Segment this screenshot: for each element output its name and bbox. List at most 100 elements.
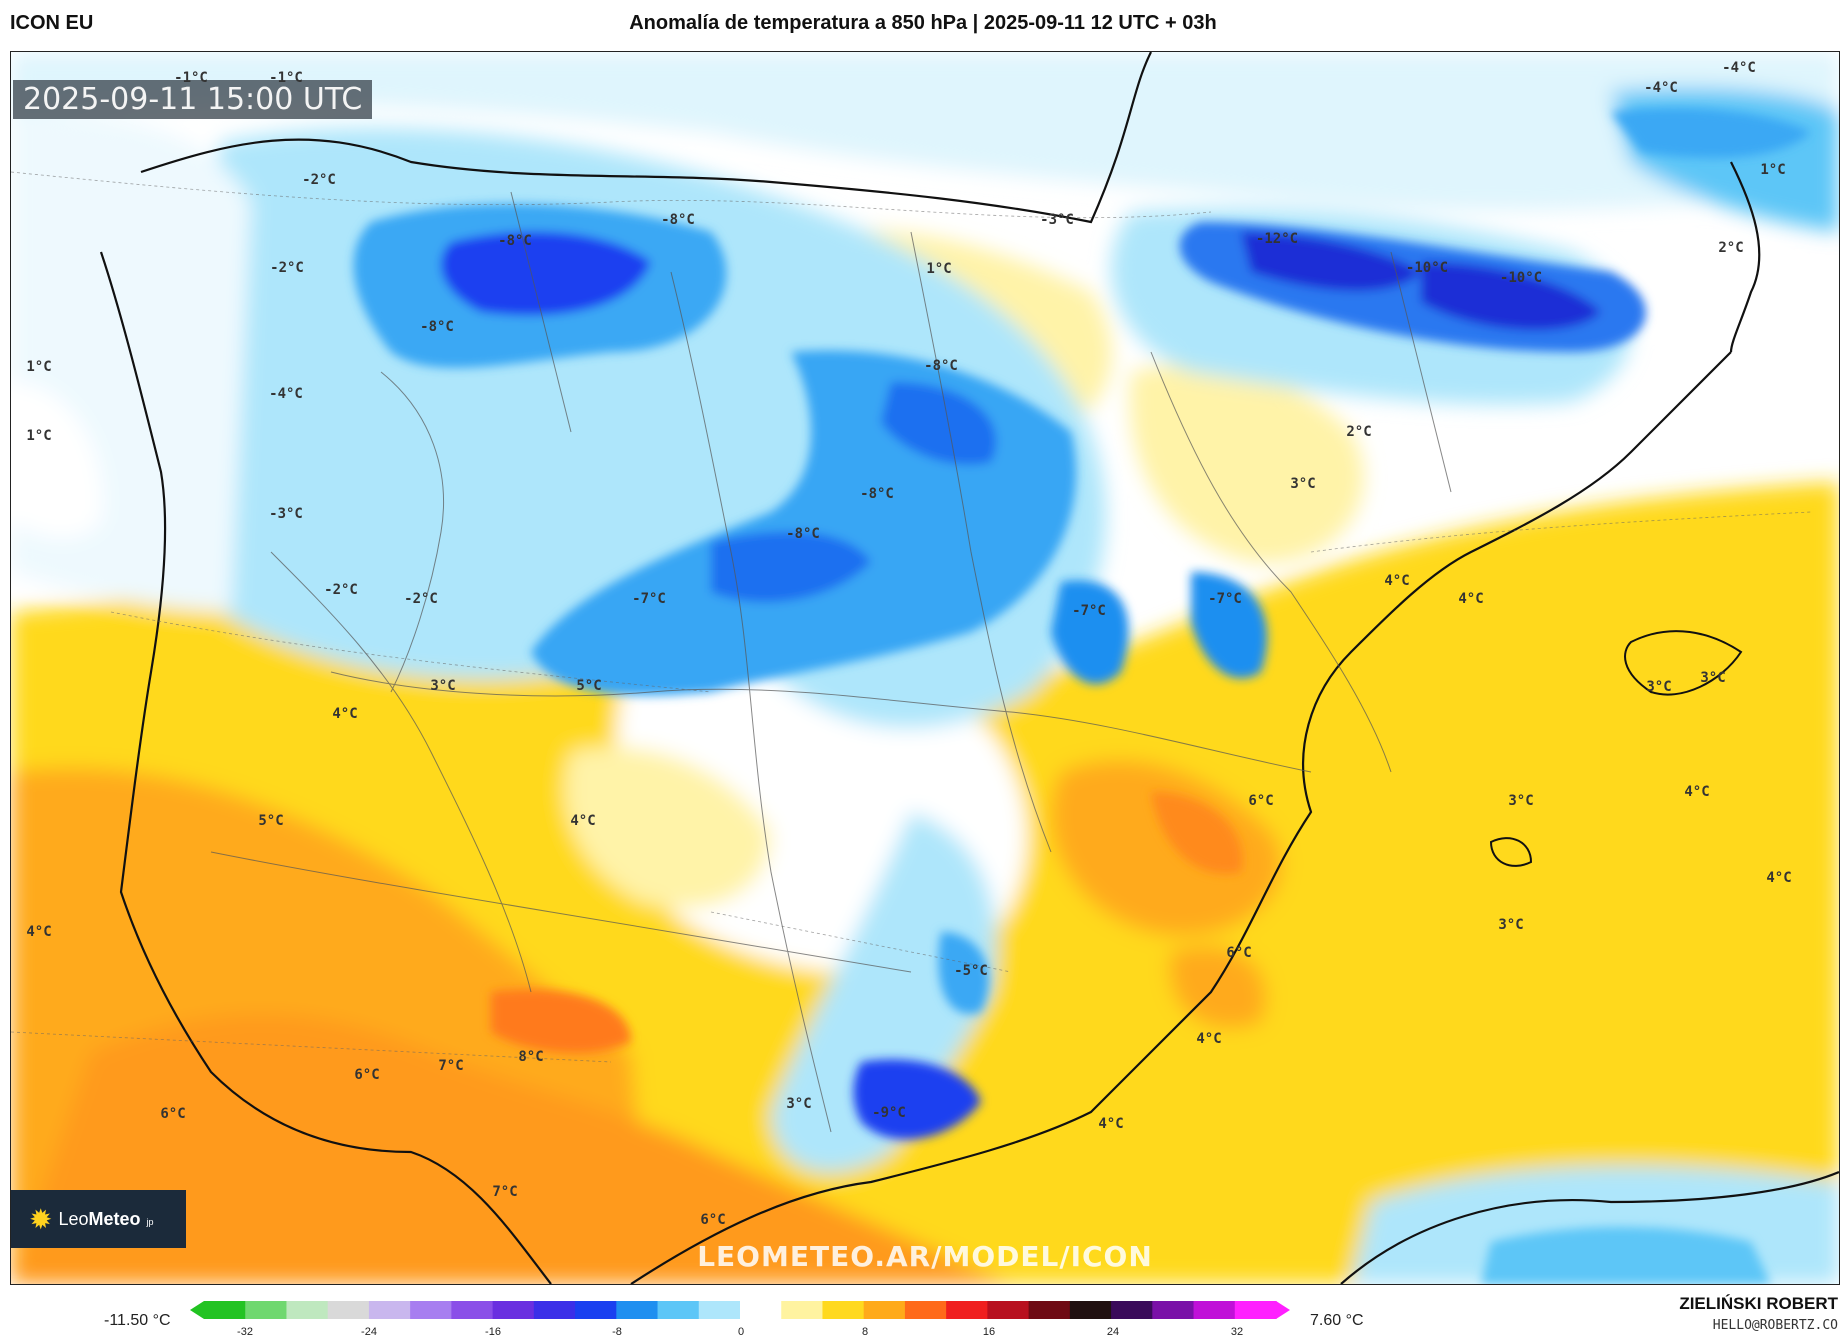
- valid-time-badge: 2025-09-11 15:00 UTC: [13, 80, 373, 119]
- contour-label: 3°C: [786, 1096, 812, 1112]
- colorbar-segment: [946, 1301, 988, 1319]
- colorbar-segment: [698, 1301, 741, 1319]
- contour-label: -10°C: [1499, 270, 1543, 286]
- colorbar-segment: [368, 1301, 411, 1319]
- colorbar-segment: [451, 1301, 494, 1319]
- contour-label: 6°C: [1226, 945, 1252, 961]
- colorbar-segment: [1069, 1301, 1112, 1319]
- contour-label: 4°C: [1766, 870, 1792, 886]
- contour-label: -2°C: [302, 172, 336, 188]
- colorbar-segment: [245, 1301, 288, 1319]
- contour-label: -2°C: [270, 260, 304, 276]
- colorbar-segment: [1234, 1301, 1277, 1319]
- colorbar-tick: -32: [237, 1326, 253, 1338]
- colorbar-high-arrow: [1276, 1301, 1290, 1319]
- contour-label: 3°C: [1700, 670, 1726, 686]
- leometeo-logo: ✹ Leo Meteo jp: [11, 1190, 186, 1248]
- contour-label: 3°C: [1498, 917, 1524, 933]
- colorbar-segment: [1152, 1301, 1195, 1319]
- author-credit: ZIELIŃSKI ROBERT HELLO@ROBERTZ.CO: [1679, 1294, 1838, 1333]
- contour-label: 3°C: [1646, 679, 1672, 695]
- colorbar-segment: [987, 1301, 1030, 1319]
- contour-label: -8°C: [498, 233, 532, 249]
- logo-suffix: jp: [146, 1217, 154, 1227]
- colorbar-segment: [822, 1301, 865, 1319]
- colorbar-segment: [492, 1301, 535, 1319]
- contour-label: 2°C: [1718, 240, 1744, 256]
- contour-label: 1°C: [1760, 162, 1786, 178]
- contour-label: 3°C: [430, 678, 456, 694]
- contour-label: 6°C: [1248, 793, 1274, 809]
- colorbar-segment: [327, 1301, 370, 1319]
- colorbar-segment: [1028, 1301, 1071, 1319]
- contour-label: -4°C: [1644, 80, 1678, 96]
- colorbar-segment: [533, 1301, 576, 1319]
- contour-label: -10°C: [1405, 260, 1449, 276]
- map-panel: 2025-09-11 15:00 UTC -1°C -1°C -2°C -8°C…: [10, 51, 1840, 1285]
- contour-label: -1°C: [269, 70, 303, 86]
- colorbar-tick: 16: [982, 1326, 996, 1338]
- contour-label: -9°C: [872, 1105, 906, 1121]
- contour-label: -8°C: [860, 486, 894, 502]
- contour-label: 5°C: [258, 813, 284, 829]
- colorbar-segment: [781, 1301, 824, 1319]
- colorbar-segment: [616, 1301, 659, 1319]
- contour-label: -8°C: [420, 319, 454, 335]
- contour-label: 6°C: [354, 1067, 380, 1083]
- contour-label: 5°C: [576, 678, 602, 694]
- contour-label: -4°C: [269, 386, 303, 402]
- author-name: ZIELIŃSKI ROBERT: [1679, 1294, 1838, 1313]
- contour-label: 2°C: [1346, 424, 1372, 440]
- map-title: Anomalía de temperatura a 850 hPa | 2025…: [629, 12, 1217, 34]
- colorbar-segment: [904, 1301, 947, 1319]
- contour-label: -7°C: [1072, 603, 1106, 619]
- contour-label: -8°C: [661, 212, 695, 228]
- sun-icon: ✹: [29, 1203, 53, 1235]
- contour-label: 4°C: [1384, 573, 1410, 589]
- contour-label: -1°C: [174, 70, 208, 86]
- contour-label: -7°C: [1208, 591, 1242, 607]
- contour-label: 4°C: [26, 924, 52, 940]
- contour-label: 4°C: [570, 813, 596, 829]
- contour-label: 4°C: [332, 706, 358, 722]
- colorbar-segment: [1111, 1301, 1153, 1319]
- logo-text: Leo: [58, 1208, 89, 1229]
- colorbar-segment: [657, 1301, 700, 1319]
- contour-label: -4°C: [1722, 60, 1756, 76]
- colorbar-segment: [1193, 1301, 1236, 1319]
- colorbar: [190, 1301, 1290, 1319]
- contour-label: 3°C: [1508, 793, 1534, 809]
- contour-label: 7°C: [492, 1184, 518, 1200]
- colorbar-segment: [740, 1301, 782, 1319]
- contour-label: -8°C: [924, 358, 958, 374]
- colorbar-segment: [410, 1301, 452, 1319]
- contour-label: 4°C: [1684, 784, 1710, 800]
- colorbar-tick: -16: [485, 1326, 501, 1338]
- author-email: HELLO@ROBERTZ.CO: [1712, 1318, 1838, 1333]
- contour-label: 6°C: [700, 1212, 726, 1228]
- anomaly-map: [11, 52, 1839, 1284]
- colorbar-segment: [286, 1301, 329, 1319]
- contour-label: 4°C: [1196, 1031, 1222, 1047]
- contour-label: -2°C: [324, 582, 358, 598]
- colorbar-max-label: 7.60 °C: [1310, 1312, 1364, 1329]
- colorbar-tick: 0: [737, 1326, 745, 1338]
- contour-label: 1°C: [926, 261, 952, 277]
- contour-label: 4°C: [1098, 1116, 1124, 1132]
- contour-label: 6°C: [160, 1106, 186, 1122]
- colorbar-tick: 8: [861, 1326, 869, 1338]
- contour-label: 1°C: [26, 359, 52, 375]
- contour-label: 7°C: [438, 1058, 464, 1074]
- contour-label: -3°C: [269, 506, 303, 522]
- contour-label: -5°C: [954, 963, 988, 979]
- contour-label: -7°C: [632, 591, 666, 607]
- source-watermark: LEOMETEO.AR/MODEL/ICON: [697, 1240, 1153, 1273]
- colorbar-tick: 24: [1106, 1326, 1120, 1338]
- colorbar-min-label: -11.50 °C: [104, 1312, 171, 1329]
- contour-label: -8°C: [786, 526, 820, 542]
- colorbar-segment: [204, 1301, 246, 1319]
- contour-label: 3°C: [1290, 476, 1316, 492]
- colorbar-low-arrow: [190, 1301, 204, 1319]
- contour-label: 4°C: [1458, 591, 1484, 607]
- model-name: ICON EU: [10, 12, 94, 34]
